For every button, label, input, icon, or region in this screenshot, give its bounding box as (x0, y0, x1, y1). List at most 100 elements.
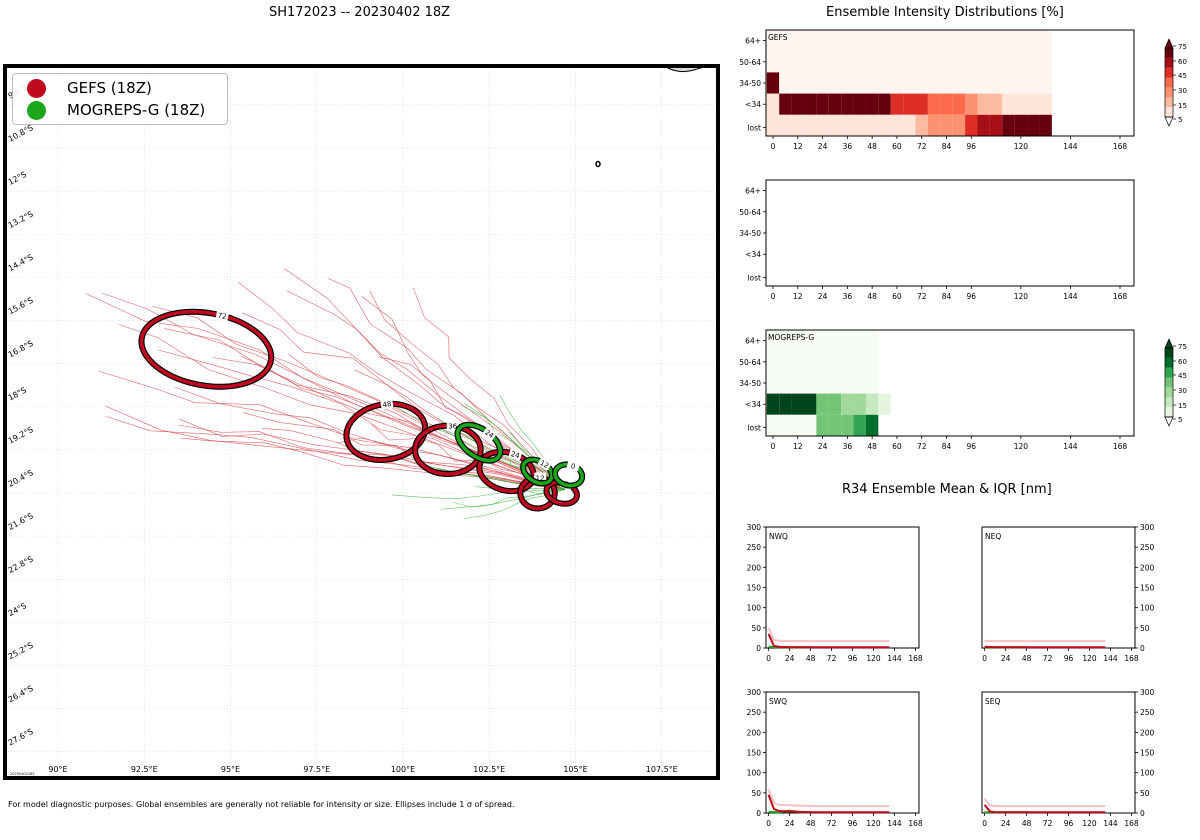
r34-x-label: 72 (1043, 819, 1053, 828)
lon-tick-label: 95°E (221, 765, 240, 774)
heatmap-cell (791, 351, 804, 373)
lon-tick-label: 107.5°E (646, 765, 678, 774)
r34-gefs-iqr (983, 798, 1106, 808)
r34-x-label: 168 (1124, 654, 1139, 663)
r34-quadrant-label: SEQ (985, 697, 1000, 706)
r34-frame (765, 526, 920, 649)
r34-quadrant-label: NWQ (769, 532, 788, 541)
heatmap-cell (965, 72, 978, 94)
heatmap-cell (816, 330, 829, 352)
heatmap-cell (766, 414, 780, 436)
colorbar-tick-label: 30 (1178, 387, 1187, 395)
gefs-member-track (174, 386, 566, 490)
heatmap-cell (841, 93, 854, 115)
ellipse-hour-label: 12 (538, 459, 550, 470)
intensity-hour-label: 36 (843, 442, 853, 451)
intensity-hour-label: 60 (892, 142, 902, 151)
r34-frame (981, 691, 1136, 814)
heatmap-cell (853, 30, 866, 52)
r34-x-label: 144 (1103, 654, 1118, 663)
gefs-member-track (181, 437, 566, 490)
heatmap-cell (865, 330, 879, 352)
heatmap-cell (865, 351, 879, 373)
heatmap-cell (803, 30, 817, 52)
intensity-row-label: 34-50 (739, 229, 761, 238)
intensity-hour-label: 24 (818, 292, 828, 301)
heatmap-cell (878, 93, 891, 115)
colorbar-extend-top (1164, 38, 1174, 49)
heatmap-cell (989, 51, 1003, 73)
heatmap-cell (841, 393, 854, 415)
r34-y-label: 300 (1140, 523, 1155, 532)
heatmap-cell (890, 93, 904, 115)
heatmap-cell (853, 330, 866, 352)
r34-panel-seq: 0 50 100 150 200 250 300 0 24 48 72 96 120 144 168 SEQ (981, 688, 1155, 828)
intensity-hour-label: 168 (1113, 442, 1128, 451)
gefs-member-track (158, 349, 566, 490)
heatmap-cell (903, 114, 916, 136)
heatmap-cell (791, 414, 804, 436)
heatmap-cell (816, 372, 829, 394)
date-stamp: 2023040218Z (10, 772, 35, 776)
r34-y-label: 250 (1140, 543, 1155, 552)
lon-tick-label: 92.5°E (131, 765, 158, 774)
r34-gefs-mean (767, 794, 890, 814)
colorbar-segment (1165, 87, 1173, 98)
heatmap-cell (977, 72, 990, 94)
r34-x-label: 96 (1064, 654, 1074, 663)
r34-y-label: 50 (1140, 624, 1150, 633)
heatmap-cell (1002, 93, 1015, 115)
ellipse-label-bg (482, 426, 497, 441)
panel-model-label: GEFS (768, 33, 788, 42)
r34-x-label: 24 (785, 654, 795, 663)
heatmap-cell (865, 51, 879, 73)
colorbar-tick-label: 60 (1178, 358, 1187, 366)
intensity-row-label: 34-50 (739, 79, 761, 88)
heatmap-cell (791, 72, 804, 94)
intensity-hour-label: 72 (917, 292, 927, 301)
lon-tick-label: 100°E (391, 765, 415, 774)
r34-y-label: 200 (1140, 563, 1155, 572)
lon-tick-label: 102.5°E (473, 765, 505, 774)
heatmap-cell (927, 30, 941, 52)
heatmap-cell (791, 93, 804, 115)
heatmap-cell (1002, 72, 1015, 94)
intensity-row-label: 64+ (745, 37, 761, 46)
r34-y-label: 250 (747, 708, 762, 717)
heatmap-cell (878, 30, 891, 52)
heatmap-cell (927, 51, 941, 73)
r34-x-label: 0 (982, 819, 987, 828)
lon-tick-label: 105°E (563, 765, 587, 774)
page-title: SH172023 -- 20230402 18Z (269, 5, 451, 20)
heatmap-cell (952, 30, 966, 52)
r34-y-label: 0 (1140, 644, 1145, 653)
r34-panel-swq: 0 50 100 150 200 250 300 0 24 48 72 96 120 144 168 SWQ (747, 688, 923, 828)
intensity-hour-label: 144 (1063, 442, 1078, 451)
heatmap-cell (766, 51, 780, 73)
ellipse-label-bg (446, 420, 459, 431)
r34-y-label: 150 (1140, 584, 1155, 593)
colorbar-segment (1165, 387, 1173, 398)
heatmap-cell (853, 372, 866, 394)
heatmap-cell (878, 114, 891, 136)
heatmap-cell (878, 72, 891, 94)
intensity-row-label: <34 (745, 250, 761, 259)
r34-y-label: 100 (747, 769, 762, 778)
intensity-row-label: lost (747, 423, 761, 432)
intensity-hour-label: 36 (843, 142, 853, 151)
r34-x-label: 168 (908, 654, 923, 663)
colorbar-segment (1165, 397, 1173, 408)
ellipse-label-bg (566, 459, 580, 472)
heatmap-cell (903, 93, 916, 115)
heatmap-cell (803, 372, 817, 394)
ensemble-ellipse-mogreps-g-0: 0 (552, 459, 586, 489)
r34-y-label: 250 (1140, 708, 1155, 717)
intensity-hour-label: 84 (942, 442, 952, 451)
ellipse-hour-label: 72 (217, 312, 227, 321)
heatmap-cell (779, 72, 792, 94)
panel-model-label: MOGREPS-G (768, 333, 814, 342)
r34-gefs-iqr (767, 627, 890, 643)
heatmap-cell (791, 51, 804, 73)
colorbar-segment (1165, 48, 1173, 58)
intensity-hour-label: 60 (892, 442, 902, 451)
